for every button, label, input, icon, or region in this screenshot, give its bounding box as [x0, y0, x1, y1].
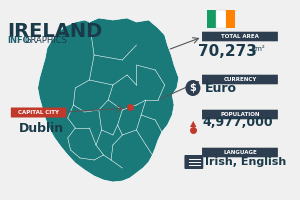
Text: GRAPHICS: GRAPHICS	[25, 36, 67, 45]
FancyBboxPatch shape	[184, 155, 203, 169]
Text: CAPITAL CITY: CAPITAL CITY	[18, 110, 59, 115]
Text: ▲: ▲	[190, 119, 196, 129]
Text: Irish, English: Irish, English	[205, 157, 286, 167]
Bar	[216, 10, 226, 28]
Bar	[207, 10, 216, 28]
Text: 4,977,000: 4,977,000	[202, 116, 273, 130]
Text: TOTAL AREA: TOTAL AREA	[221, 34, 259, 39]
Text: Dublin: Dublin	[19, 121, 64, 134]
Bar	[226, 10, 235, 28]
Text: CURRENCY: CURRENCY	[223, 77, 256, 82]
FancyBboxPatch shape	[202, 32, 278, 41]
FancyBboxPatch shape	[202, 148, 278, 157]
Text: km²: km²	[251, 46, 265, 52]
FancyBboxPatch shape	[11, 108, 66, 117]
Text: $: $	[190, 83, 196, 93]
Text: 70,273: 70,273	[198, 45, 256, 60]
Text: LANGUAGE: LANGUAGE	[223, 150, 257, 155]
Text: Euro: Euro	[205, 82, 237, 95]
Text: POPULATION: POPULATION	[220, 112, 260, 117]
Text: INFO: INFO	[8, 36, 30, 45]
FancyBboxPatch shape	[202, 110, 278, 119]
Text: IRELAND: IRELAND	[8, 22, 103, 41]
Polygon shape	[38, 18, 179, 182]
Circle shape	[185, 80, 200, 96]
FancyBboxPatch shape	[202, 75, 278, 84]
